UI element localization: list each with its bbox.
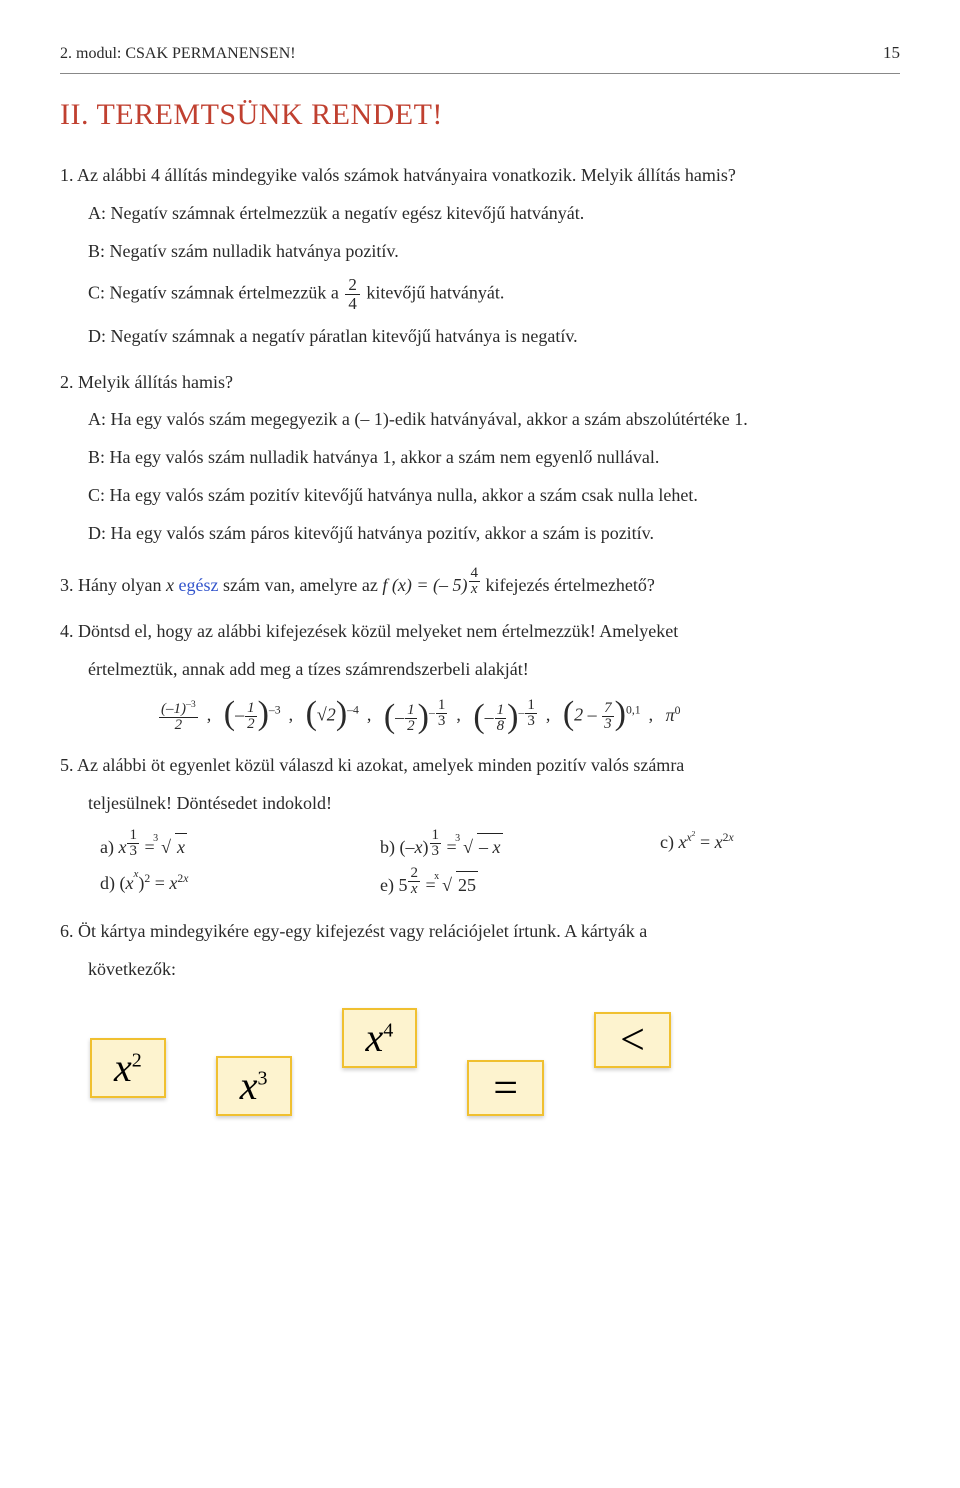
q1-option-c: C: Negatív számnak értelmezzük a 2 4 kit… — [88, 276, 900, 313]
question-3: 3. Hány olyan x egész szám van, amelyre … — [60, 566, 900, 600]
q1-c-post: kitevőjű hatványát. — [366, 282, 504, 302]
expr-1: (–1)–32 — [158, 700, 199, 733]
fraction-2-over-4: 2 4 — [345, 276, 360, 313]
question-5: 5. Az alábbi öt egyenlet közül válaszd k… — [60, 752, 900, 900]
q5-answers: a) x13 = 3√x b) (–x)13 = 3√– x c) xx2 = … — [100, 828, 900, 900]
q3-pre: 3. Hány olyan — [60, 575, 166, 595]
q5-e: e) 52x = x√25 — [380, 866, 600, 900]
card-x4: x4 — [342, 1008, 418, 1068]
card-less-than: < — [594, 1012, 671, 1068]
question-1: 1. Az alábbi 4 állítás mindegyike valós … — [60, 162, 900, 350]
question-2: 2. Melyik állítás hamis? A: Ha egy valós… — [60, 369, 900, 548]
q3-fx: f (x) = (– 5) — [382, 575, 467, 595]
q2-option-c: C: Ha egy valós szám pozitív kitevőjű ha… — [88, 482, 900, 510]
card-equals: = — [467, 1060, 544, 1116]
q1-option-a: A: Negatív számnak értelmezzük a negatív… — [88, 200, 900, 228]
q3-post: kifejezés értelmezhető? — [481, 575, 655, 595]
q2-intro: 2. Melyik állítás hamis? — [60, 369, 900, 397]
card-x3: x3 — [216, 1056, 292, 1116]
q3-exponent: 4x — [468, 574, 482, 587]
section-title: II. TEREMTSÜNK RENDET! — [60, 92, 900, 139]
q2-option-d: D: Ha egy valós szám páros kitevőjű hatv… — [88, 520, 900, 548]
q5-b: b) (–x)13 = 3√– x — [380, 828, 600, 862]
q6-line1: 6. Öt kártya mindegyikére egy-egy kifeje… — [60, 918, 900, 946]
q5-line2: teljesülnek! Döntésedet indokold! — [88, 790, 900, 818]
q4-expressions: (–1)–32, (–12)–3, (√2)–4, (–12)–13, (–18… — [150, 698, 900, 735]
q1-option-d: D: Negatív számnak a negatív páratlan ki… — [88, 323, 900, 351]
expr-6: (2 – 73)0,1 — [563, 701, 641, 732]
question-4: 4. Döntsd el, hogy az alábbi kifejezések… — [60, 618, 900, 734]
expr-4: (–12)–13 — [384, 698, 449, 735]
q5-d: d) (xx)2 = x2x — [100, 866, 320, 900]
q5-c: c) xx2 = x2x — [660, 828, 880, 862]
q3-mid: szám van, amelyre az — [218, 575, 382, 595]
expr-5: (–18)–13 — [473, 698, 538, 735]
page-header: 2. modul: CSAK PERMANENSEN! 15 — [60, 40, 900, 74]
cards-row: x2 x3 x4 = < — [90, 1008, 900, 1098]
q5-line1: 5. Az alábbi öt egyenlet közül válaszd k… — [60, 752, 900, 780]
q5-a: a) x13 = 3√x — [100, 828, 320, 862]
q3-egesz: egész — [178, 575, 218, 595]
question-6: 6. Öt kártya mindegyikére egy-egy kifeje… — [60, 918, 900, 1098]
q2-option-a: A: Ha egy valós szám megegyezik a (– 1)-… — [88, 406, 900, 434]
card-x2: x2 — [90, 1038, 166, 1098]
expr-7: π0 — [666, 702, 681, 730]
q2-option-b: B: Ha egy valós szám nulladik hatványa 1… — [88, 444, 900, 472]
q4-line1: 4. Döntsd el, hogy az alábbi kifejezések… — [60, 618, 900, 646]
q1-intro: 1. Az alábbi 4 állítás mindegyike valós … — [60, 162, 900, 190]
expr-2: (–12)–3 — [224, 701, 281, 732]
q6-line2: következők: — [88, 956, 900, 984]
header-module: 2. modul: CSAK PERMANENSEN! — [60, 42, 296, 67]
q1-option-b: B: Negatív szám nulladik hatványa pozití… — [88, 238, 900, 266]
page-number: 15 — [883, 40, 900, 66]
q1-c-pre: C: Negatív számnak értelmezzük a — [88, 282, 343, 302]
expr-3: (√2)–4 — [306, 701, 359, 732]
q3-x: x — [166, 575, 179, 595]
q4-line2: értelmeztük, annak add meg a tízes számr… — [88, 656, 900, 684]
